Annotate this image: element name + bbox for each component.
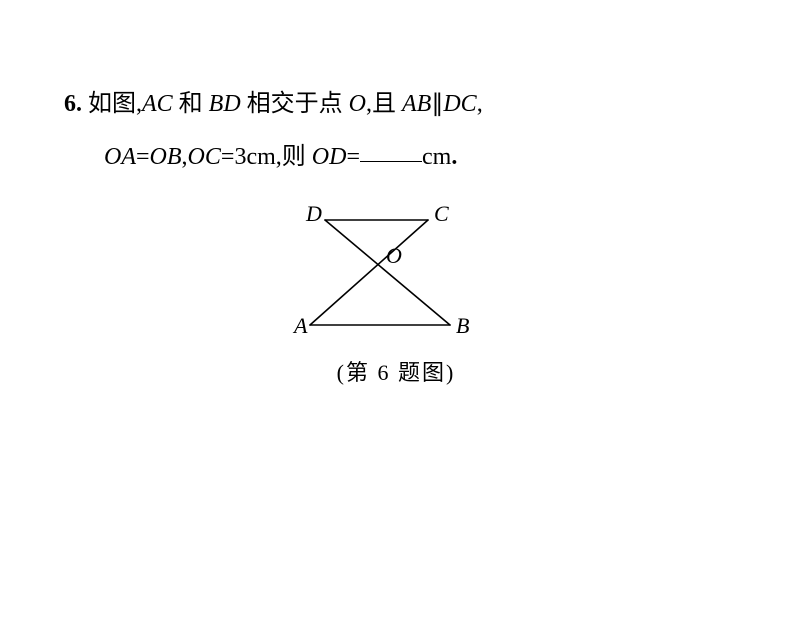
text-5: ,则 bbox=[276, 144, 312, 170]
text-1: 如图, bbox=[88, 91, 142, 117]
eq-3: = bbox=[346, 144, 360, 170]
var-dc: DC bbox=[443, 91, 476, 117]
svg-text:C: C bbox=[434, 201, 449, 226]
var-oa: OA bbox=[104, 144, 136, 170]
text-4: ,且 bbox=[366, 91, 402, 117]
parallel-symbol: ∥ bbox=[431, 91, 443, 117]
svg-text:O: O bbox=[386, 243, 402, 268]
figure-caption: (第 6 题图) bbox=[286, 355, 506, 387]
eq-1: = bbox=[136, 144, 150, 170]
period: . bbox=[451, 144, 457, 170]
figure-group: A B C D O bbox=[292, 201, 469, 338]
answer-blank bbox=[360, 142, 422, 162]
var-oc: OC bbox=[188, 144, 221, 170]
problem-number: 6. bbox=[64, 91, 82, 117]
val-3cm: 3cm bbox=[234, 144, 275, 170]
var-ab: AB bbox=[402, 91, 431, 117]
problem-line-1: 6. 如图,AC 和 BD 相交于点 O,且 AB∥DC, bbox=[64, 78, 704, 131]
text-3: 相交于点 bbox=[241, 91, 349, 117]
var-ac: AC bbox=[142, 91, 173, 117]
geometry-figure: A B C D O bbox=[280, 195, 520, 375]
comma-1: , bbox=[477, 91, 483, 117]
figure-svg: A B C D O bbox=[280, 195, 480, 355]
problem-text: 6. 如图,AC 和 BD 相交于点 O,且 AB∥DC, OA=OB,OC=3… bbox=[64, 78, 704, 184]
eq-2: = bbox=[221, 144, 235, 170]
var-o: O bbox=[349, 91, 366, 117]
var-bd: BD bbox=[209, 91, 241, 117]
svg-text:B: B bbox=[456, 313, 469, 338]
text-2: 和 bbox=[173, 91, 209, 117]
unit-cm: cm bbox=[422, 144, 451, 170]
problem-line-2: OA=OB,OC=3cm,则 OD=cm. bbox=[64, 131, 704, 184]
var-od: OD bbox=[312, 144, 347, 170]
svg-text:D: D bbox=[305, 201, 322, 226]
var-ob: OB bbox=[150, 144, 182, 170]
svg-text:A: A bbox=[292, 313, 308, 338]
